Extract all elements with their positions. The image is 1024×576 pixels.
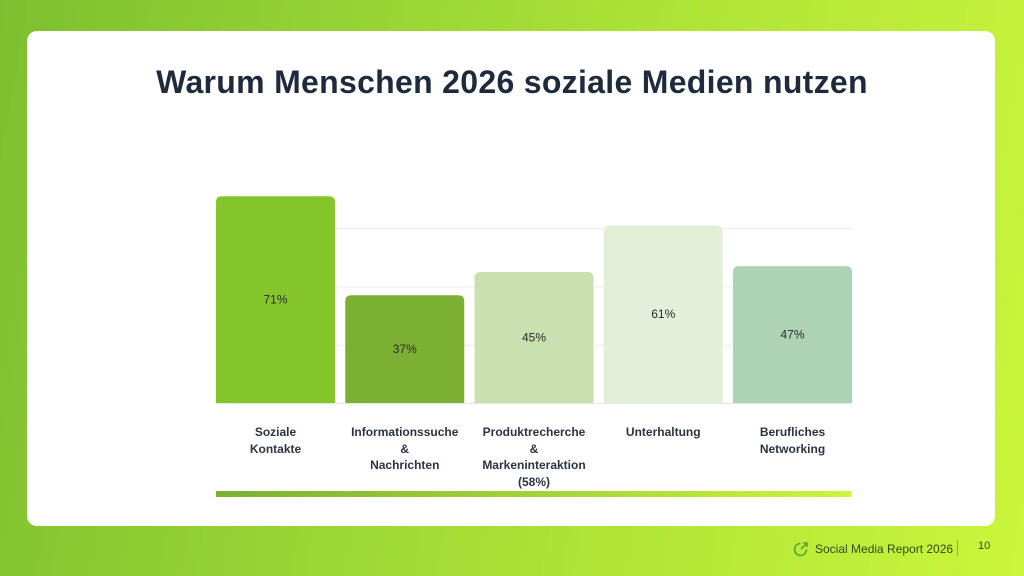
bar (603, 225, 723, 403)
x-tick-label: Unterhaltung (625, 425, 701, 439)
page-number: 10 (978, 540, 991, 552)
data-label: 37% (393, 342, 417, 356)
arrow-circle-icon (793, 542, 808, 557)
footer-divider (957, 540, 958, 556)
bar (474, 271, 594, 403)
data-label: 61% (651, 307, 675, 321)
data-label: 47% (780, 328, 804, 342)
x-tick-label: Produktrecherche & Markeninteraktion (58… (482, 425, 586, 489)
x-tick-label: Informationssuche & Nachrichten (351, 425, 459, 472)
footer: Social Media Report 2026 10 (792, 540, 990, 558)
bar (733, 266, 852, 403)
gradient-underline (216, 491, 851, 497)
data-label: 45% (522, 330, 546, 344)
page-title: Warum Menschen 2026 soziale Medien nutze… (156, 64, 868, 100)
bar (216, 196, 335, 403)
footer-report-title: Social Media Report 2026 (815, 542, 954, 556)
bar (345, 295, 465, 403)
data-label: 71% (263, 293, 287, 307)
x-tick-label: Soziale Kontakte (249, 425, 302, 456)
x-tick-label: Berufliches Networking (759, 425, 826, 456)
